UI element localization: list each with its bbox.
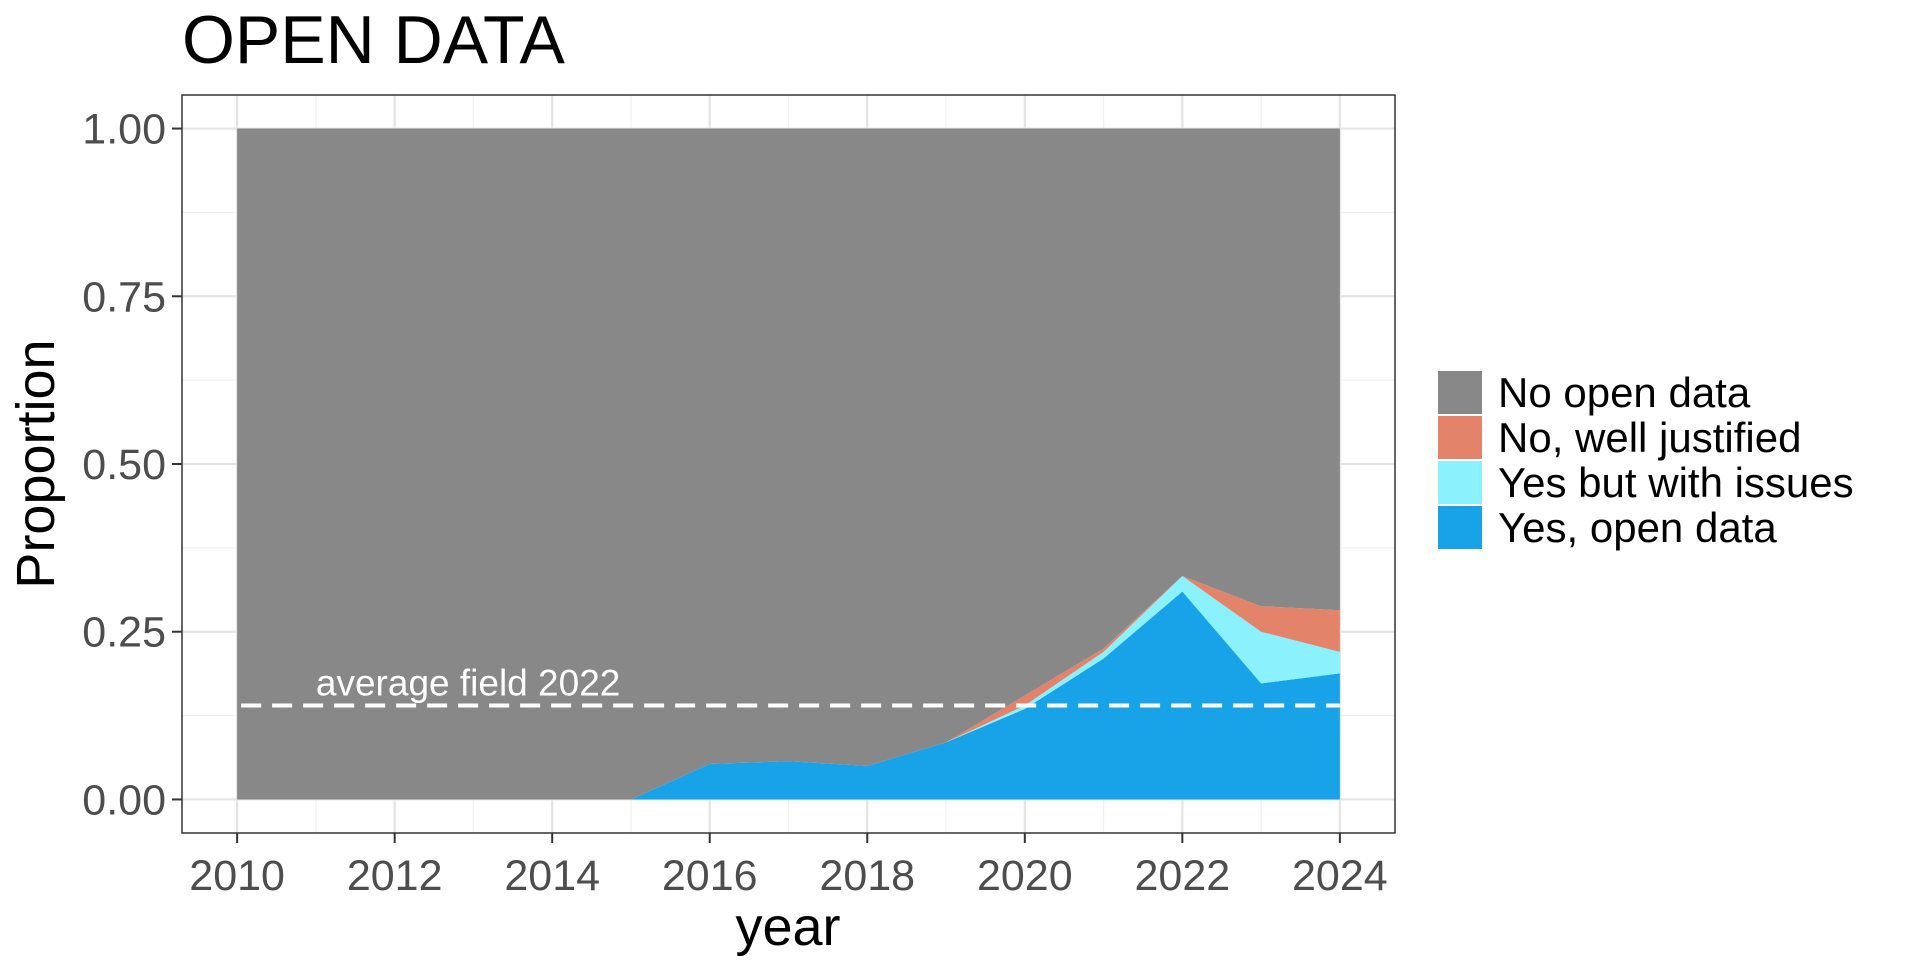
legend-swatch — [1438, 506, 1482, 549]
legend-swatch — [1438, 461, 1482, 504]
y-tick-label: 1.00 — [82, 106, 166, 154]
x-tick-label: 2014 — [504, 852, 600, 900]
x-tick-label: 2022 — [1134, 852, 1230, 900]
area-yes-open-data — [237, 591, 1340, 800]
y-tick-label: 0.50 — [82, 441, 166, 489]
legend-label: Yes, open data — [1498, 503, 1777, 551]
legend-label: No, well justified — [1498, 413, 1802, 461]
reference-line-label: average field 2022 — [316, 663, 620, 704]
legend-item-no-open-data: No open data — [1438, 370, 1854, 415]
y-tick-label: 0.25 — [82, 609, 166, 657]
legend-item-no-well-justified: No, well justified — [1438, 415, 1854, 460]
y-tick-label: 0.75 — [82, 273, 166, 321]
y-axis-title: Proportion — [6, 339, 66, 588]
area-no-well-justified — [237, 576, 1340, 800]
x-tick-label: 2020 — [977, 852, 1073, 900]
x-tick-label: 2016 — [662, 852, 758, 900]
legend: No open data No, well justified Yes but wi… — [1438, 370, 1854, 550]
legend-swatch — [1438, 371, 1482, 414]
legend-label: Yes but with issues — [1498, 458, 1854, 506]
x-axis-title: year — [735, 897, 840, 957]
legend-item-yes-but-with-issues: Yes but with issues — [1438, 460, 1854, 505]
legend-swatch — [1438, 416, 1482, 459]
area-layer — [237, 128, 1340, 800]
x-tick-label: 2012 — [347, 852, 443, 900]
x-tick-label: 2010 — [189, 852, 285, 900]
area-no-open-data — [237, 128, 1340, 800]
y-tick-label: 0.00 — [82, 776, 166, 824]
legend-label: No open data — [1498, 368, 1751, 416]
x-tick-label: 2018 — [819, 852, 915, 900]
axis-layer: 2010 2012 2014 2016 2018 2020 2022 2024 0.00 0.25… — [82, 106, 1387, 900]
reference-line-layer: average field 2022 — [241, 663, 1340, 708]
chart-title: OPEN DATA — [182, 2, 565, 78]
legend-item-yes-open-data: Yes, open data — [1438, 505, 1854, 550]
x-tick-label: 2024 — [1292, 852, 1388, 900]
